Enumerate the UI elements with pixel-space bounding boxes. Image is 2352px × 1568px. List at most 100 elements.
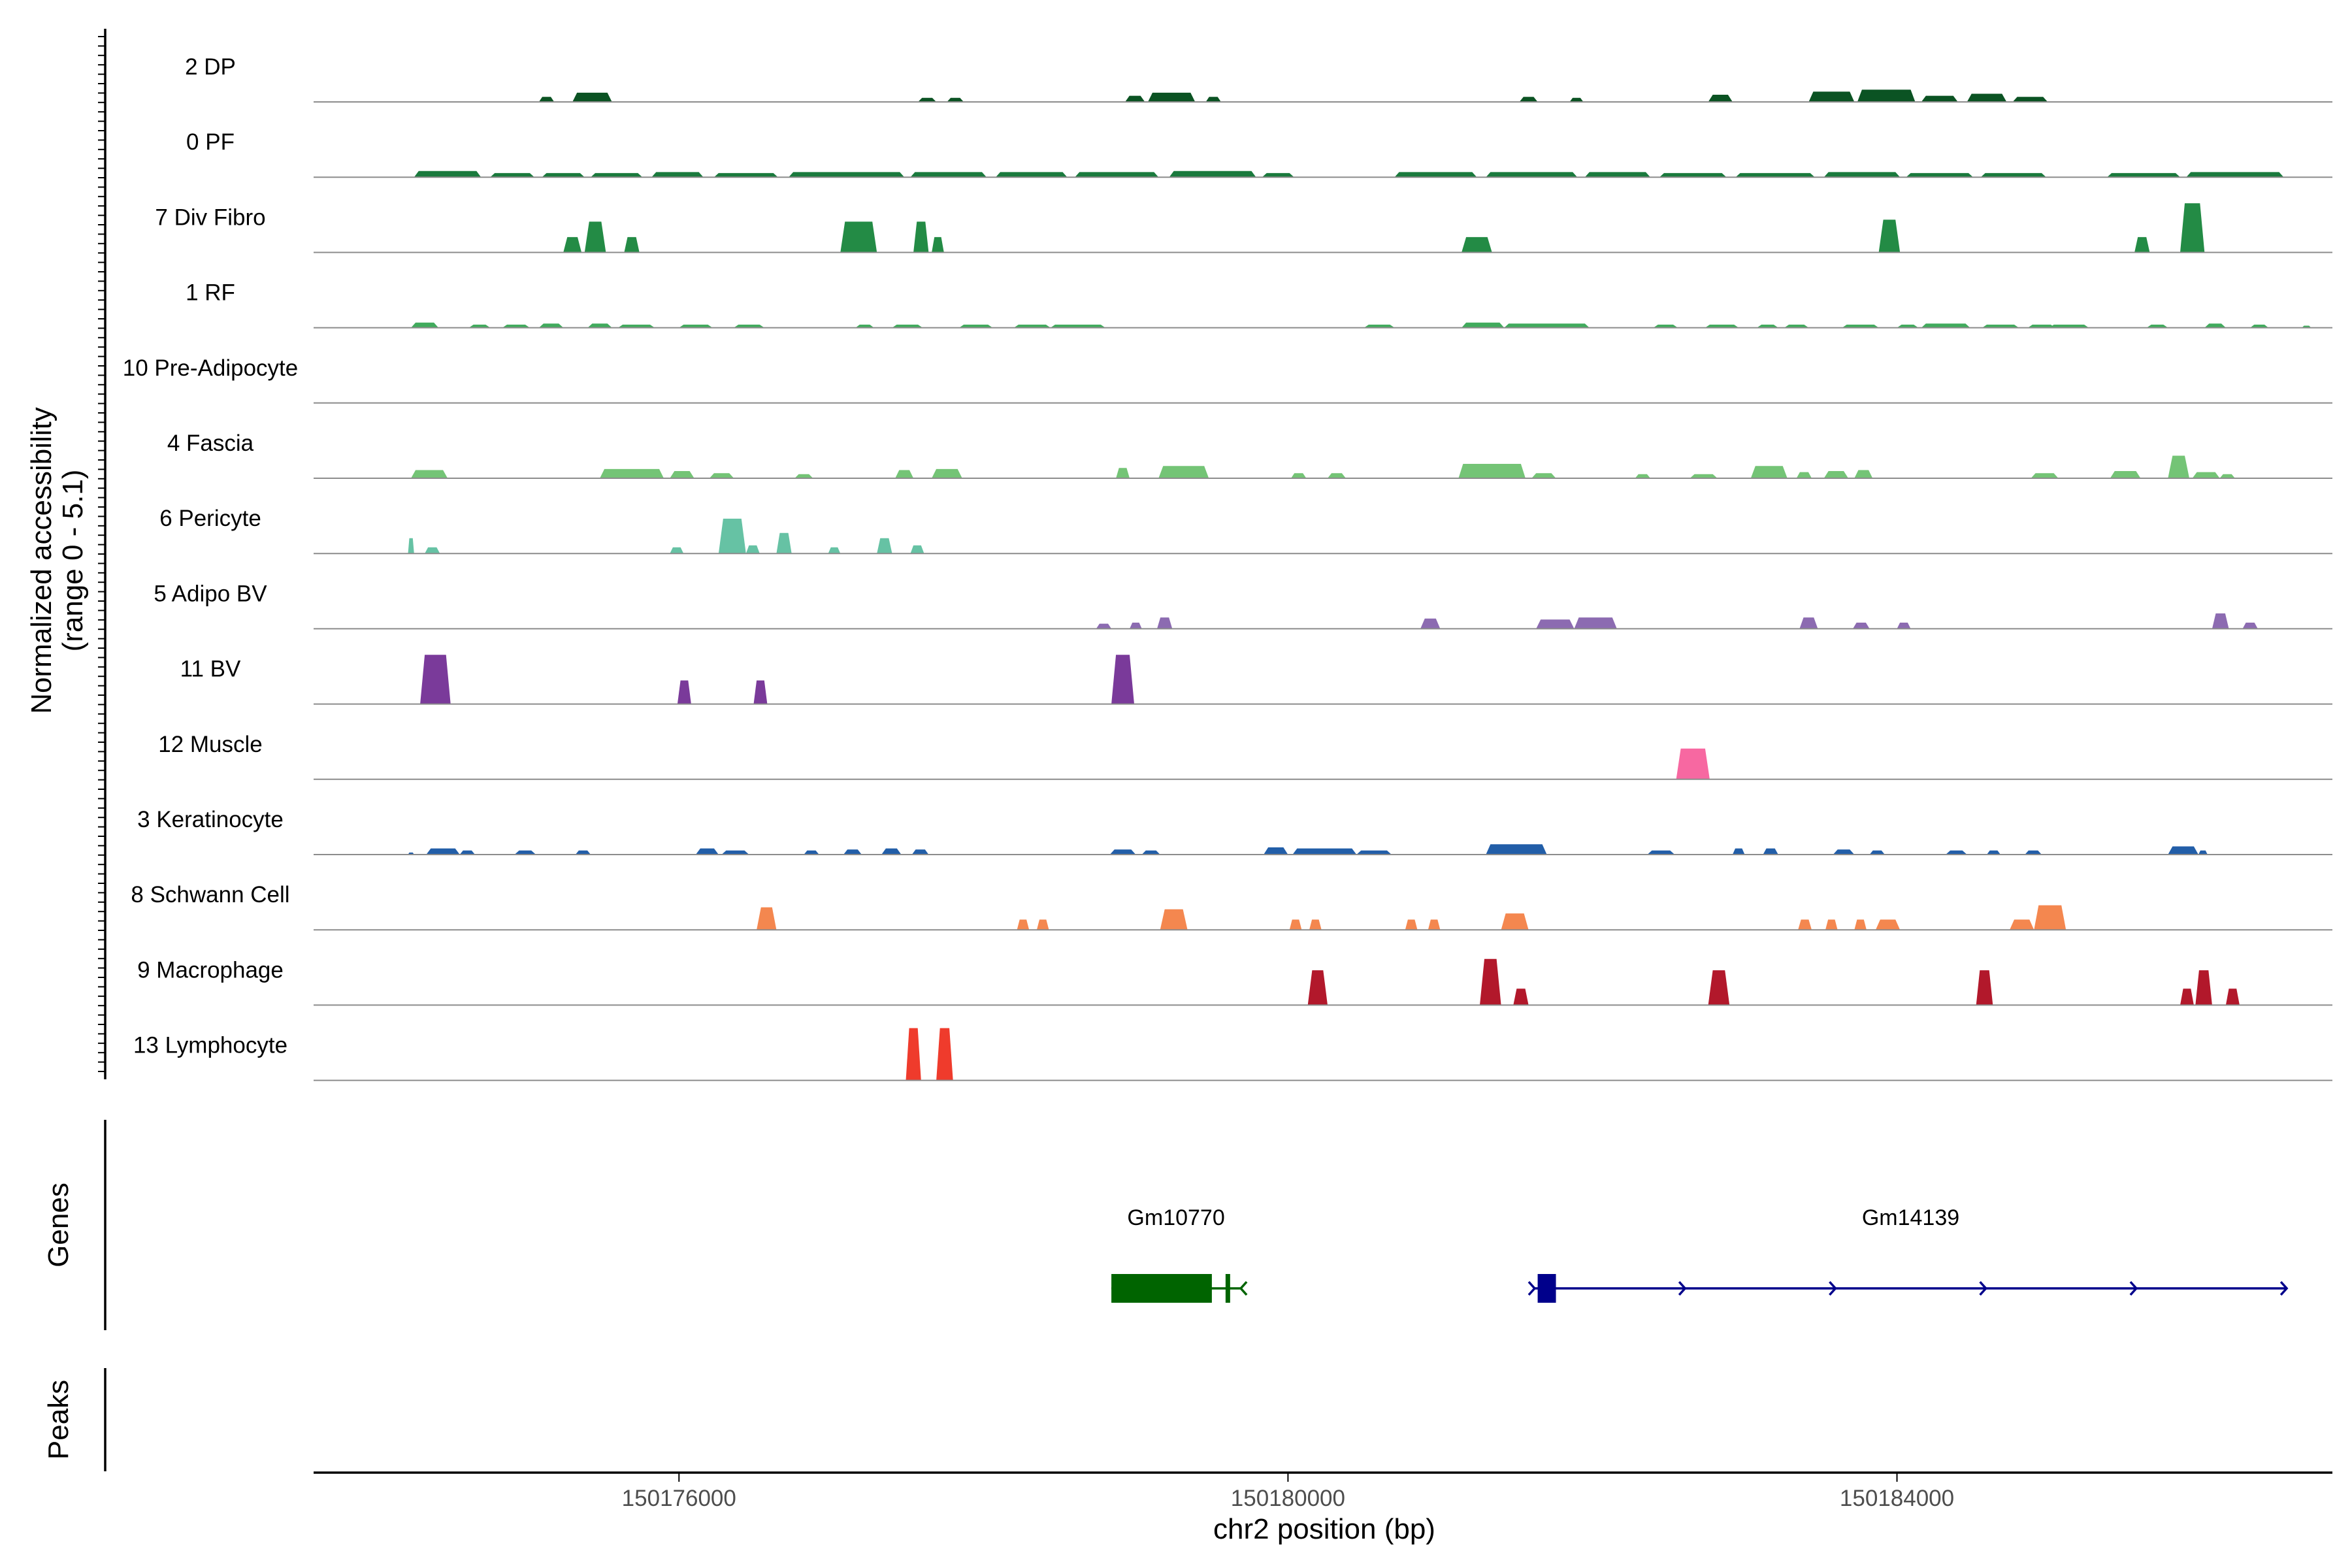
track-label: 13 Lymphocyte xyxy=(133,1033,287,1058)
coverage-peak xyxy=(1158,466,1209,478)
coverage-peak xyxy=(2146,324,2168,328)
coverage-peak xyxy=(2180,988,2194,1005)
coverage-peak xyxy=(425,547,440,554)
coverage-peak xyxy=(1157,617,1173,629)
coverage-peak xyxy=(1205,97,1221,102)
coverage-peak xyxy=(1262,172,1294,178)
coverage-peak xyxy=(1574,617,1617,629)
track-3: 7 Div Fibro xyxy=(155,203,2332,253)
track-label: 9 Macrophage xyxy=(137,957,284,983)
coverage-peak xyxy=(572,92,612,102)
coverage-peak xyxy=(1513,988,1529,1005)
coverage-peak xyxy=(1458,464,1526,478)
coverage-peak xyxy=(2212,613,2229,629)
coverage-peak xyxy=(677,680,691,704)
strand-arrow xyxy=(1979,1281,1987,1296)
coverage-peak xyxy=(1428,919,1441,930)
coverage-peak xyxy=(1708,970,1730,1005)
coverage-peak xyxy=(2107,172,2180,178)
coverage-peak xyxy=(1869,850,1885,855)
coverage-peak xyxy=(1096,623,1112,629)
coverage-peak xyxy=(1799,617,1818,629)
strand-arrow xyxy=(2279,1281,2289,1296)
coverage-peak xyxy=(794,474,813,478)
coverage-peak xyxy=(1504,323,1590,328)
coverage-peak xyxy=(1292,848,1357,855)
coverage-peak xyxy=(1036,919,1049,930)
coverage-peak xyxy=(1705,324,1739,328)
coverage-peak xyxy=(2012,97,2048,102)
coverage-peak xyxy=(1875,919,1901,930)
coverage-peak xyxy=(877,538,892,554)
coverage-peak xyxy=(2025,850,2042,855)
track-label: 8 Schwann Cell xyxy=(131,882,289,907)
coverage-peak xyxy=(490,172,534,178)
coverage-peak xyxy=(2186,172,2284,178)
coverage-peak xyxy=(932,468,962,478)
coverage-peak xyxy=(2242,623,2258,629)
coverage-peak xyxy=(1519,97,1538,102)
coverage-peak xyxy=(1356,850,1392,855)
track-13: 9 Macrophage xyxy=(137,957,2332,1006)
coverage-peak xyxy=(2219,474,2235,478)
coverage-peak xyxy=(408,538,414,554)
coverage-peak xyxy=(2010,919,2034,930)
coverage-peak xyxy=(789,172,905,178)
coverage-peak xyxy=(1784,324,1809,328)
coverage-tracks: 2 DP 0 PF 7 Div Fibro 1 RF 10 Pre-Adipocyte 4… xyxy=(123,54,2332,1081)
coverage-peak xyxy=(840,221,877,253)
y-axis-label-line2: (range 0 - 5.1) xyxy=(57,470,89,652)
peaks-panel-label: Peaks xyxy=(42,1380,74,1460)
track-label: 10 Pre-Adipocyte xyxy=(123,355,298,381)
coverage-peak xyxy=(1480,958,1501,1005)
track-label: 4 Fascia xyxy=(167,431,254,456)
x-axis-tick-label: 150180000 xyxy=(1231,1486,1345,1511)
track-5: 10 Pre-Adipocyte xyxy=(123,355,2332,404)
coverage-peak xyxy=(1486,844,1547,855)
exon xyxy=(1225,1274,1230,1303)
coverage-peak xyxy=(538,323,564,328)
coverage-peak xyxy=(563,237,582,253)
coverage-peak xyxy=(932,237,944,253)
track-4: 1 RF xyxy=(186,280,2332,329)
coverage-peak xyxy=(1130,623,1142,629)
y-axis-ticks xyxy=(98,36,105,1072)
coverage-peak xyxy=(910,172,987,178)
coverage-peak xyxy=(1462,322,1505,328)
coverage-peak xyxy=(2110,471,2141,478)
coverage-peak xyxy=(1013,324,1051,328)
coverage-peak xyxy=(881,848,902,855)
coverage-peak xyxy=(892,324,923,328)
coverage-peak xyxy=(651,172,704,178)
track-label: 3 Keratinocyte xyxy=(137,807,284,832)
coverage-peak xyxy=(1798,919,1812,930)
coverage-peak xyxy=(1405,919,1418,930)
track-label: 7 Div Fibro xyxy=(155,204,265,230)
genes-panel: Gm10770 Gm14139 xyxy=(1111,1205,2289,1303)
coverage-peak xyxy=(1289,919,1302,930)
coverage-peak xyxy=(1148,92,1196,102)
gene-label: Gm14139 xyxy=(1862,1205,1959,1230)
coverage-peak xyxy=(1584,172,1650,178)
track-12: 8 Schwann Cell xyxy=(131,882,2332,931)
coverage-peak xyxy=(1825,919,1838,930)
genes-panel-label: Genes xyxy=(42,1183,74,1267)
coverage-peak xyxy=(1169,171,1256,178)
coverage-peak xyxy=(1897,324,1919,328)
track-11: 3 Keratinocyte xyxy=(137,807,2332,855)
gene-gm10770: Gm10770 xyxy=(1111,1205,1248,1303)
coverage-peak xyxy=(538,97,555,102)
coverage-peak xyxy=(2049,324,2089,328)
coverage-peak xyxy=(2204,323,2226,328)
coverage-peak xyxy=(906,1028,921,1081)
coverage-peak xyxy=(587,323,612,328)
coverage-peak xyxy=(2198,850,2208,855)
coverage-peak xyxy=(1109,849,1136,855)
coverage-peak xyxy=(1116,468,1130,478)
coverage-peak xyxy=(411,470,448,478)
coverage-peak xyxy=(913,221,929,253)
coverage-peak xyxy=(2027,324,2055,328)
strand-arrow xyxy=(2129,1281,2138,1296)
coverage-peak xyxy=(624,237,640,253)
coverage-peak xyxy=(959,324,993,328)
